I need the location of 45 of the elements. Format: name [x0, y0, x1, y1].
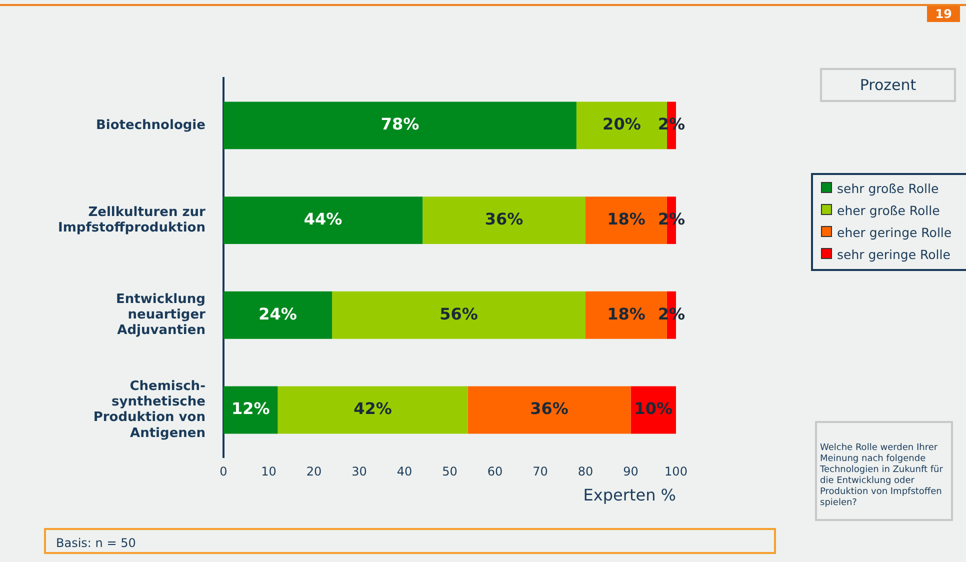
bar — [422, 196, 586, 244]
bar — [468, 386, 631, 434]
data-label: 36% — [530, 399, 568, 418]
bar — [223, 102, 576, 150]
x-tick-label: 60 — [487, 464, 503, 479]
bar — [223, 196, 423, 244]
x-tick-label: 90 — [623, 464, 638, 479]
data-label: 78% — [380, 114, 420, 134]
text: Prozent — [820, 68, 956, 102]
legend-label: sehr große Rolle — [836, 180, 940, 198]
bar — [223, 291, 332, 339]
x-tick-label: 20 — [306, 464, 322, 479]
x-tick-label: 80 — [578, 464, 594, 479]
data-label: 12% — [231, 399, 270, 418]
data-label: 18% — [607, 304, 646, 324]
text: Basis: n = 50 — [44, 528, 776, 554]
data-label: 10% — [634, 399, 673, 418]
data-label: 20% — [602, 114, 641, 134]
data-label: 18% — [607, 209, 646, 228]
text: Welche Rolle werden Ihrer Meinung nach folgende Technologien in Zukunft für die Entwicklung oder Produktion von Impfstoffen spielen? — [815, 421, 953, 521]
x-tick-label: 0 — [220, 464, 228, 479]
y-tick-label: Zellkulturen zur Impfstoffproduktion — [58, 204, 206, 236]
x-tick-label: 50 — [442, 464, 458, 479]
x-tick-label: 40 — [396, 464, 412, 479]
bar — [278, 386, 468, 434]
legend-label: sehr geringe Rolle — [836, 246, 952, 264]
bar — [332, 291, 586, 339]
y-tick-label: Entwicklung neuartiger Adjuvantien — [116, 292, 206, 338]
x-tick-label: 70 — [532, 464, 548, 479]
x-tick-label: 10 — [261, 464, 276, 479]
text: 19 — [927, 6, 960, 22]
data-label: 2% — [658, 114, 686, 134]
x-axis-title: Experten % — [583, 486, 676, 505]
x-tick-label: 30 — [352, 464, 367, 479]
data-label: 42% — [354, 399, 392, 418]
bar — [223, 386, 278, 434]
y-tick-label: Biotechnologie — [96, 118, 206, 133]
legend-label: eher geringe Rolle — [836, 224, 953, 242]
data-label: 24% — [258, 304, 297, 324]
data-label: 56% — [440, 304, 478, 324]
data-label: 44% — [304, 209, 342, 228]
x-tick-label: 100 — [664, 464, 688, 479]
y-tick-label: Chemisch-synthetische Produktion von Antigenen — [93, 378, 206, 441]
data-label: 36% — [484, 209, 524, 228]
legend-label: eher große Rolle — [836, 202, 941, 220]
